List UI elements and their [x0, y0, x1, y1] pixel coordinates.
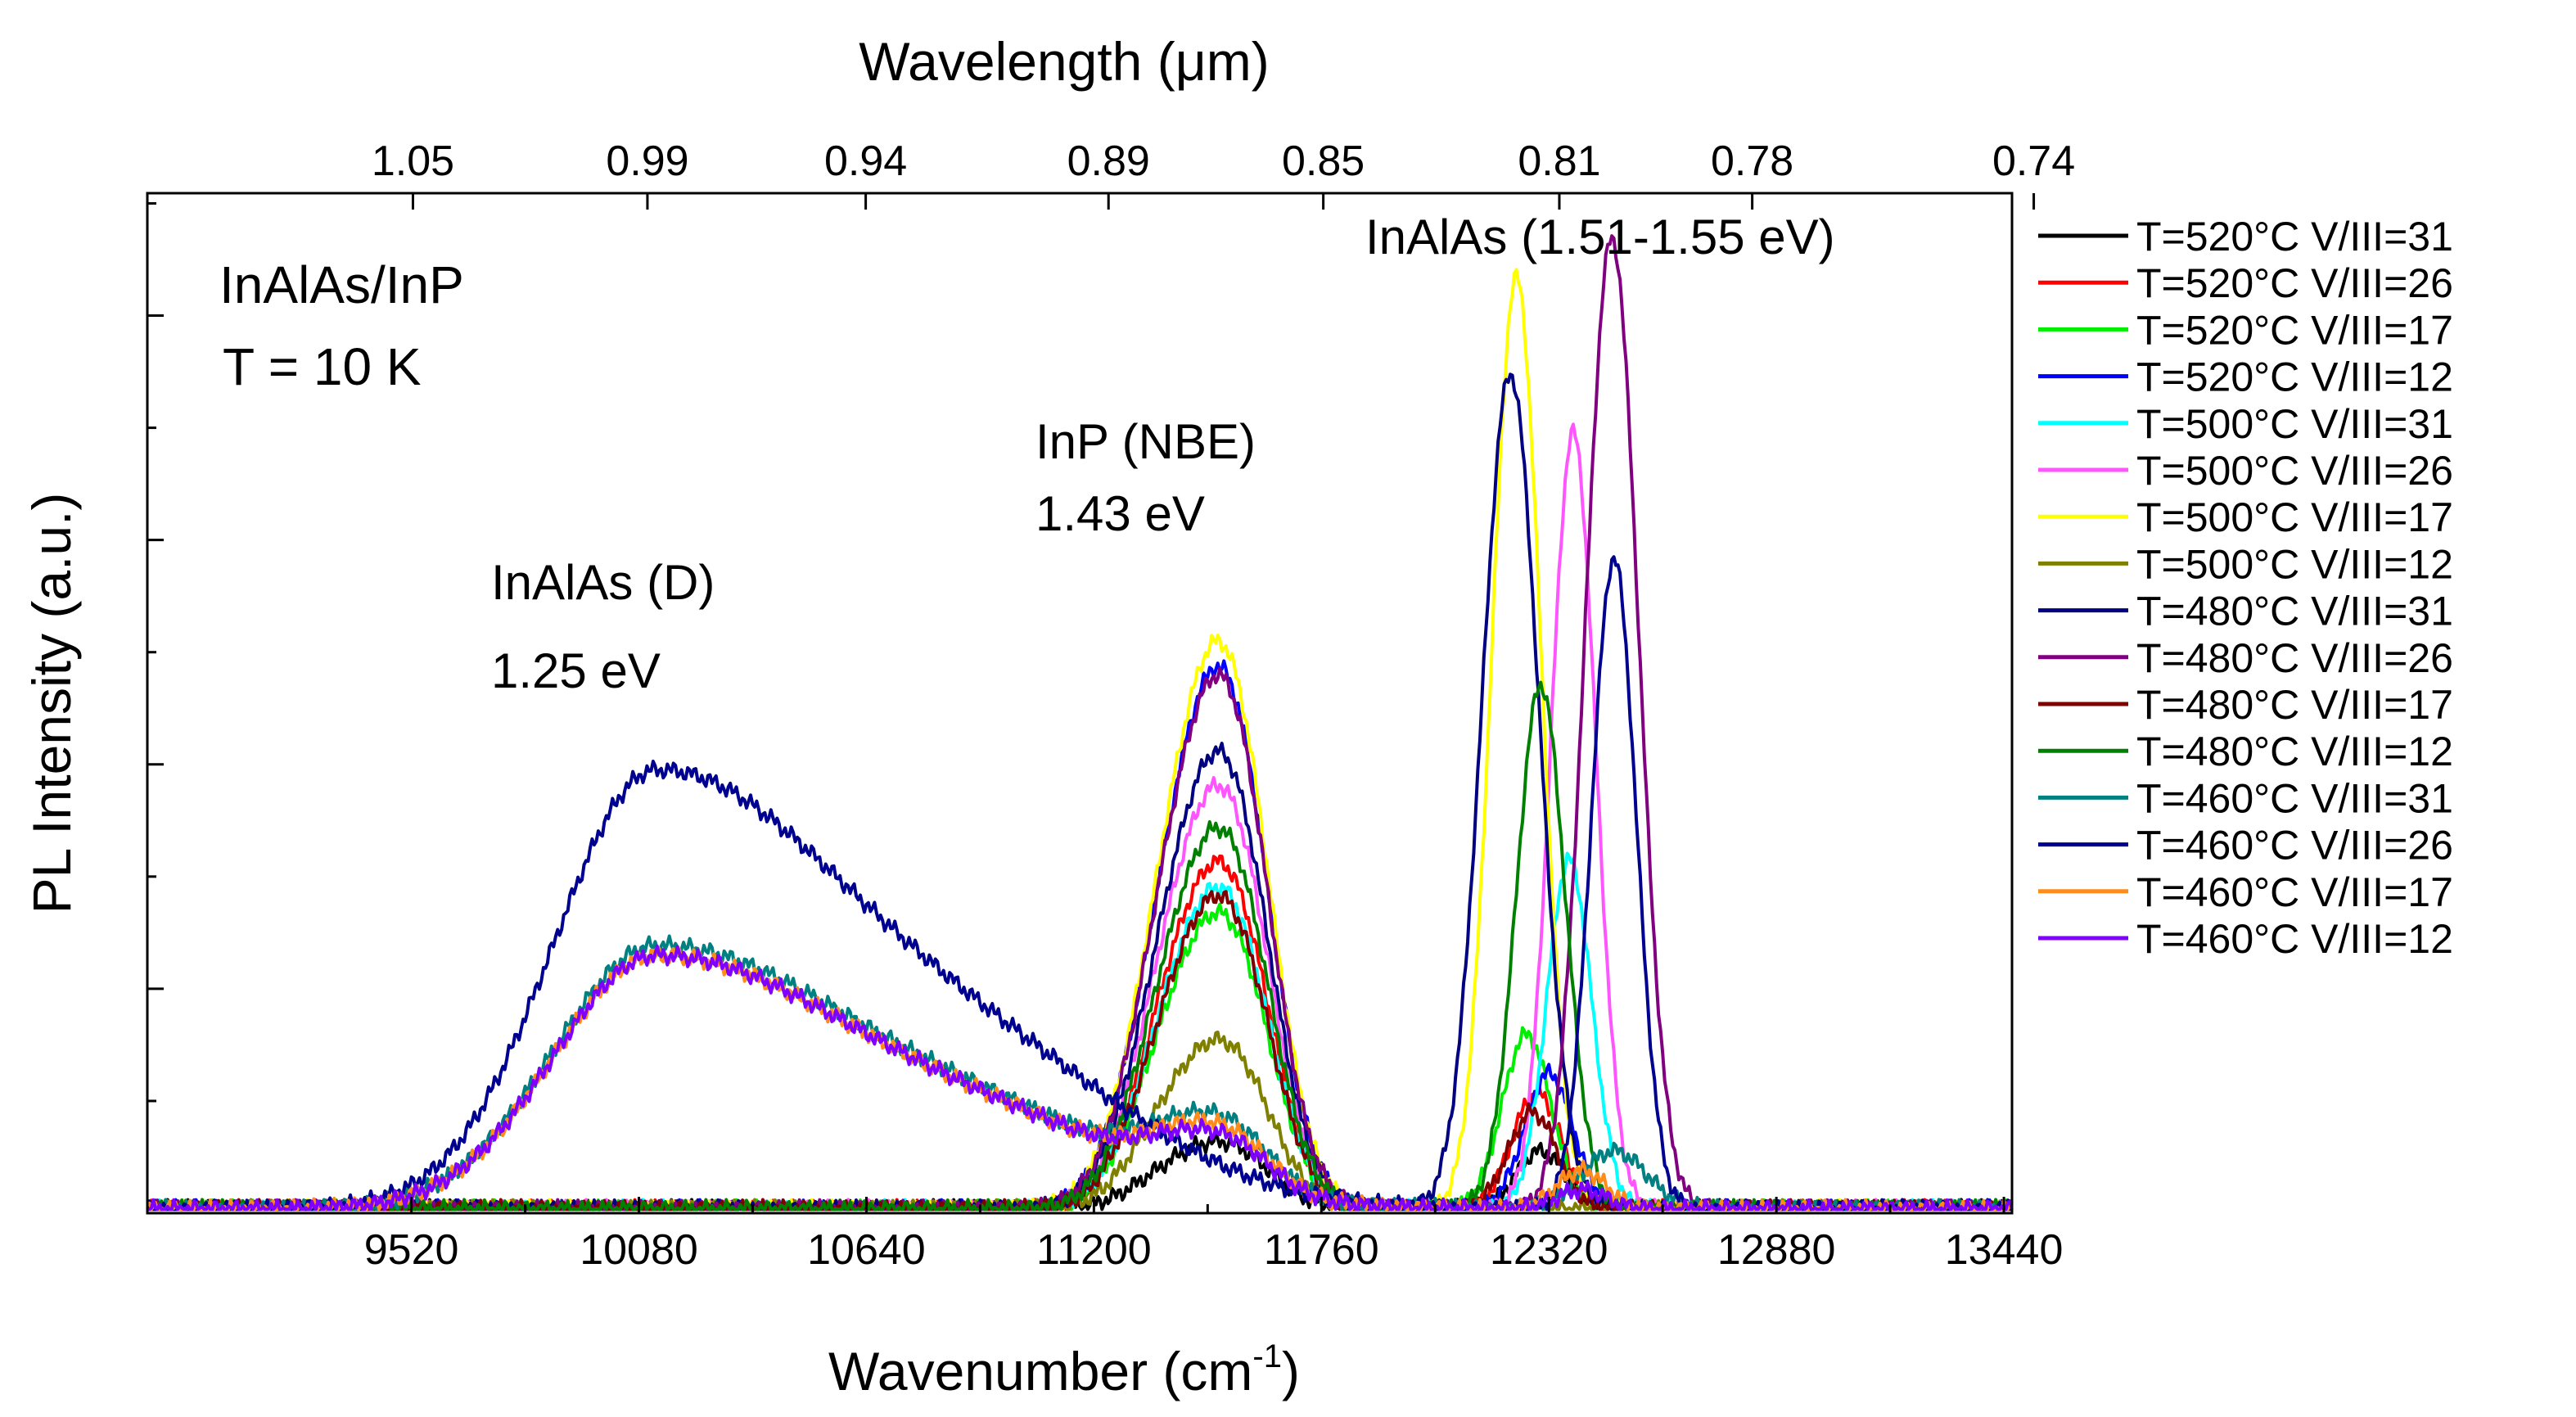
x-tick-label: 9520 [364, 1226, 459, 1274]
legend-label-11: T=480°C V/III=17 [2136, 682, 2453, 728]
x-axis-label: Wavenumber (cm-1) [828, 1338, 1300, 1401]
top-tick-label: 0.85 [1282, 138, 1365, 185]
x-tick-label: 10080 [580, 1226, 698, 1274]
legend-label-3: T=520°C V/III=17 [2136, 307, 2453, 353]
x-tick-label: 10640 [807, 1226, 926, 1274]
legend-label-16: T=460°C V/III=12 [2136, 916, 2453, 962]
legend-label-9: T=480°C V/III=31 [2136, 589, 2453, 634]
top-tick-label: 0.94 [824, 138, 907, 185]
top-tick-label: 0.89 [1067, 138, 1150, 185]
axis-ticks: 9520 10080 10640 11200 11760 12320 12880 13440 1… [147, 138, 2075, 1274]
top-tick-label: 1.05 [372, 138, 454, 185]
x-tick-label: 13440 [1945, 1226, 2064, 1274]
legend-label-7: T=500°C V/III=17 [2136, 494, 2453, 540]
legend-label-12: T=480°C V/III=12 [2136, 729, 2453, 774]
top-tick-label: 0.99 [606, 138, 688, 185]
top-tick-label: 0.81 [1518, 138, 1600, 185]
legend: T=520°C V/III=31T=520°C V/III=26T=520°C … [2038, 214, 2453, 962]
sample-annotation: InAlAs/InP [219, 255, 464, 314]
legend-label-6: T=500°C V/III=26 [2136, 448, 2453, 494]
legend-label-8: T=500°C V/III=12 [2136, 541, 2453, 587]
series-line-16 [147, 944, 2012, 1212]
plot-frame [146, 192, 2014, 1215]
legend-label-2: T=520°C V/III=26 [2136, 260, 2453, 306]
series-layer [147, 234, 2012, 1212]
y-axis-label: PL Intensity (a.u.) [21, 493, 82, 914]
x-tick-label: 11200 [1036, 1226, 1152, 1274]
nbe-annotation-energy: 1.43 eV [1035, 486, 1205, 541]
legend-label-13: T=460°C V/III=31 [2136, 775, 2453, 821]
top-tick-label: 0.74 [1992, 138, 2075, 185]
legend-label-4: T=520°C V/III=12 [2136, 354, 2453, 400]
legend-label-1: T=520°C V/III=31 [2136, 214, 2453, 259]
x-tick-label: 11760 [1264, 1226, 1379, 1274]
nbe-annotation-name: InP (NBE) [1035, 414, 1256, 469]
temperature-annotation: T = 10 K [223, 337, 422, 396]
legend-label-14: T=460°C V/III=26 [2136, 823, 2453, 869]
legend-label-15: T=460°C V/III=17 [2136, 869, 2453, 915]
x-tick-label: 12880 [1717, 1226, 1836, 1274]
barrier-annotation: InAlAs (1.51-1.55 eV) [1365, 210, 1835, 264]
top-tick-label: 0.78 [1711, 138, 1793, 185]
legend-label-5: T=500°C V/III=31 [2136, 401, 2453, 447]
defect-annotation-energy: 1.25 eV [491, 643, 661, 698]
defect-annotation-name: InAlAs (D) [491, 555, 715, 610]
top-axis-label: Wavelength (μm) [859, 31, 1269, 92]
x-tick-label: 12320 [1490, 1226, 1608, 1274]
legend-label-10: T=480°C V/III=26 [2136, 635, 2453, 681]
